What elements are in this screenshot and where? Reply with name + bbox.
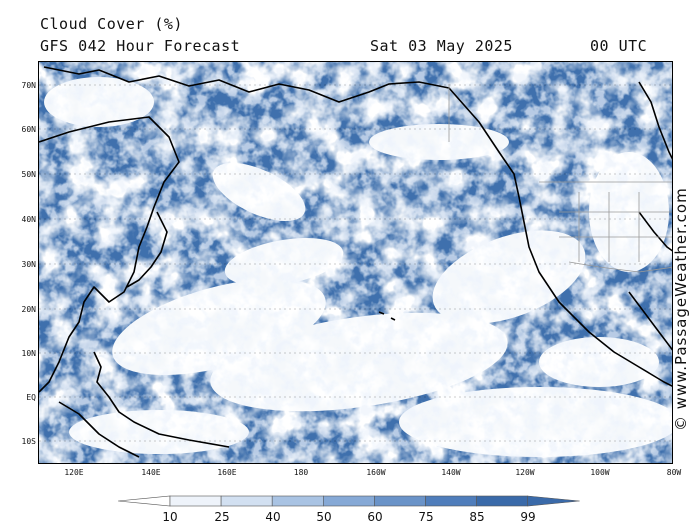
- legend-arrow-high: [527, 495, 580, 507]
- coastlines: [39, 66, 672, 458]
- lon-label-140w: 140W: [441, 468, 461, 477]
- lat-label-30n: 30N: [21, 260, 36, 269]
- cloud-cover-map: [38, 61, 673, 464]
- lat-label-10s: 10S: [21, 437, 36, 446]
- legend-bin: [220, 495, 273, 507]
- lon-label-160w: 160W: [366, 468, 386, 477]
- lat-label-20n: 20N: [21, 305, 36, 314]
- forecast-date: Sat 03 May 2025: [370, 37, 513, 55]
- lon-label-120e: 120E: [64, 468, 84, 477]
- cloud-fine-texture: [39, 62, 672, 463]
- lat-label-50n: 50N: [21, 170, 36, 179]
- political-borders: [448, 84, 672, 273]
- legend-tick-60: 60: [367, 510, 383, 524]
- watermark-text: © www.PassageWeather.com: [672, 187, 690, 431]
- legend-arrow-low: [118, 495, 171, 507]
- lon-label-180: 180: [293, 468, 309, 477]
- lon-label-100w: 100W: [590, 468, 610, 477]
- lon-label-160e: 160E: [217, 468, 237, 477]
- lat-lon-grid: [39, 84, 672, 442]
- lon-label-120w: 120W: [515, 468, 535, 477]
- legend-bin: [425, 495, 477, 507]
- forecast-time: 00 UTC: [590, 37, 648, 55]
- lon-label-140e: 140E: [141, 468, 161, 477]
- lat-label-40n: 40N: [21, 215, 36, 224]
- lat-label-10n: 10N: [21, 349, 36, 358]
- legend-tick-40: 40: [265, 510, 281, 524]
- legend-tick-10: 10: [162, 510, 178, 524]
- legend-tick-50: 50: [316, 510, 332, 524]
- legend-bin: [476, 495, 529, 507]
- legend-bin: [271, 495, 324, 507]
- legend-tick-25: 25: [214, 510, 230, 524]
- legend-bin: [169, 495, 222, 507]
- lat-label-eq: EQ: [26, 393, 36, 402]
- legend-tick-85: 85: [469, 510, 485, 524]
- legend-tick-75: 75: [418, 510, 434, 524]
- legend-tick-99: 99: [520, 510, 536, 524]
- lon-label-80w: 80W: [666, 468, 682, 477]
- legend-bin: [323, 495, 375, 507]
- color-legend: [118, 495, 580, 507]
- map-title: Cloud Cover (%): [40, 15, 183, 33]
- lat-label-60n: 60N: [21, 125, 36, 134]
- forecast-subtitle: GFS 042 Hour Forecast: [40, 37, 241, 55]
- lat-label-70n: 70N: [21, 81, 36, 90]
- legend-bin: [374, 495, 426, 507]
